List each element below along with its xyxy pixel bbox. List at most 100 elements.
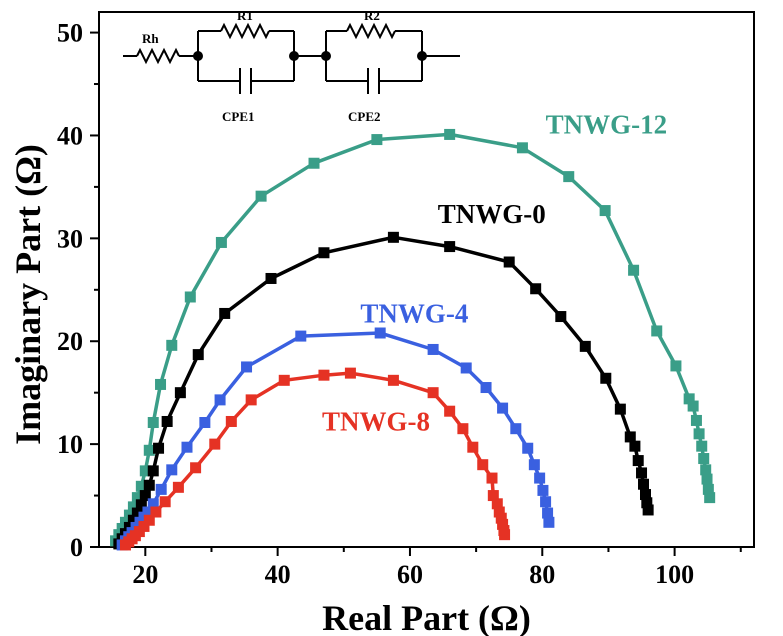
data-point [579,340,591,352]
data-point [139,490,151,502]
data-point [444,405,456,417]
data-point [174,387,186,399]
data-point [427,387,439,399]
data-point [636,467,648,479]
data-point [127,514,139,526]
resistor-r2-icon [346,22,396,40]
data-point [600,372,612,384]
y-tick-label: 30 [57,224,83,253]
data-point [537,484,549,496]
data-point [696,440,708,452]
data-point [444,128,456,140]
series-label: TNWG-12 [546,109,668,139]
y-tick-label: 10 [57,430,83,459]
data-point [155,483,167,495]
data-point [701,473,713,485]
data-point [159,496,171,508]
data-point [641,497,653,509]
data-point [497,518,509,530]
data-point [147,417,159,429]
data-point [534,472,546,484]
data-point [192,349,204,361]
data-point [700,464,712,476]
series-tnwg-8 [119,367,511,551]
circuit-label-cpe2: CPE2 [348,109,381,124]
junction-dot-icon [193,51,203,61]
y-axis-title: Imaginary Part (Ω) [8,144,48,445]
data-point [387,374,399,386]
data-point [138,520,150,532]
data-point [477,459,489,471]
data-point [199,417,211,429]
data-point [172,481,184,493]
axes: 20 40 60 80 100 0 10 20 30 40 50 Real Part (Ω) Imagi… [8,11,755,636]
series-line [120,331,551,546]
data-point [155,378,167,390]
data-point [542,507,554,519]
data-point [143,444,155,456]
junction-dot-icon [289,51,299,61]
data-point [480,382,492,394]
data-point [142,506,154,518]
data-point [629,440,641,452]
data-point [624,431,636,443]
series-tnwg-12 [110,128,716,547]
data-point [427,343,439,355]
circuit-label-r1: R1 [237,8,253,23]
data-point [698,453,710,465]
data-point [670,360,682,372]
series-layer [110,128,716,551]
resistor-r1-icon [220,22,270,40]
data-point [161,415,173,427]
data-point [704,492,716,504]
data-point [295,330,307,342]
annotation-layer: TNWG-12 TNWG-0 TNWG-4 TNWG-8 [322,109,667,436]
data-point [460,362,472,374]
data-point [693,428,705,440]
data-point [683,393,695,405]
data-point [308,157,320,169]
data-point [318,369,330,381]
data-point [563,171,575,183]
data-point [495,512,507,524]
data-point [166,339,178,351]
circuit-labels: Rh R1 R2 CPE1 CPE2 [142,8,381,124]
data-point [150,506,162,518]
data-point [166,464,178,476]
equivalent-circuit-diagram [123,22,460,94]
data-point [555,311,567,323]
data-point [642,504,654,516]
data-point [487,490,499,502]
data-point [131,507,143,519]
data-point [139,465,151,477]
data-point [225,415,237,427]
x-tick-label: 60 [397,560,423,589]
x-axis-title: Real Part (Ω) [322,598,531,636]
data-point [143,479,155,491]
data-point [614,403,626,415]
circuit-label-cpe1: CPE1 [222,109,255,124]
data-point [639,489,651,501]
data-point [628,264,640,276]
data-point [528,459,540,471]
data-point [209,438,221,450]
data-point [387,231,399,243]
data-point [143,514,155,526]
junction-dot-icon [417,51,427,61]
data-point [181,441,193,453]
data-point [219,307,231,319]
circuit-label-rh: Rh [142,31,159,46]
circuit-label-r2: R2 [364,8,380,23]
series-label: TNWG-4 [360,299,468,329]
data-point [265,272,277,284]
y-tick-label: 0 [70,533,83,562]
data-point [467,441,479,453]
data-point [190,462,202,474]
data-point [245,394,257,406]
data-point [374,327,386,339]
data-point [444,241,456,253]
plot-frame [98,11,755,548]
data-point [503,256,515,268]
data-point [241,361,253,373]
data-point [344,367,356,379]
